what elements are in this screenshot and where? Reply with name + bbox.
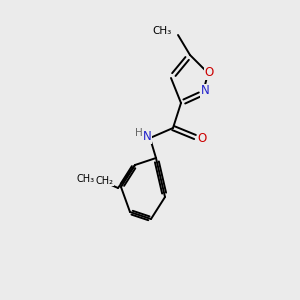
- Text: H: H: [135, 128, 143, 138]
- Text: N: N: [142, 130, 152, 143]
- Text: CH₃: CH₃: [153, 26, 172, 36]
- Text: CH₃: CH₃: [77, 174, 95, 184]
- Text: O: O: [204, 67, 214, 80]
- Text: N: N: [201, 85, 209, 98]
- Text: O: O: [197, 131, 207, 145]
- Text: CH₂: CH₂: [96, 176, 114, 186]
